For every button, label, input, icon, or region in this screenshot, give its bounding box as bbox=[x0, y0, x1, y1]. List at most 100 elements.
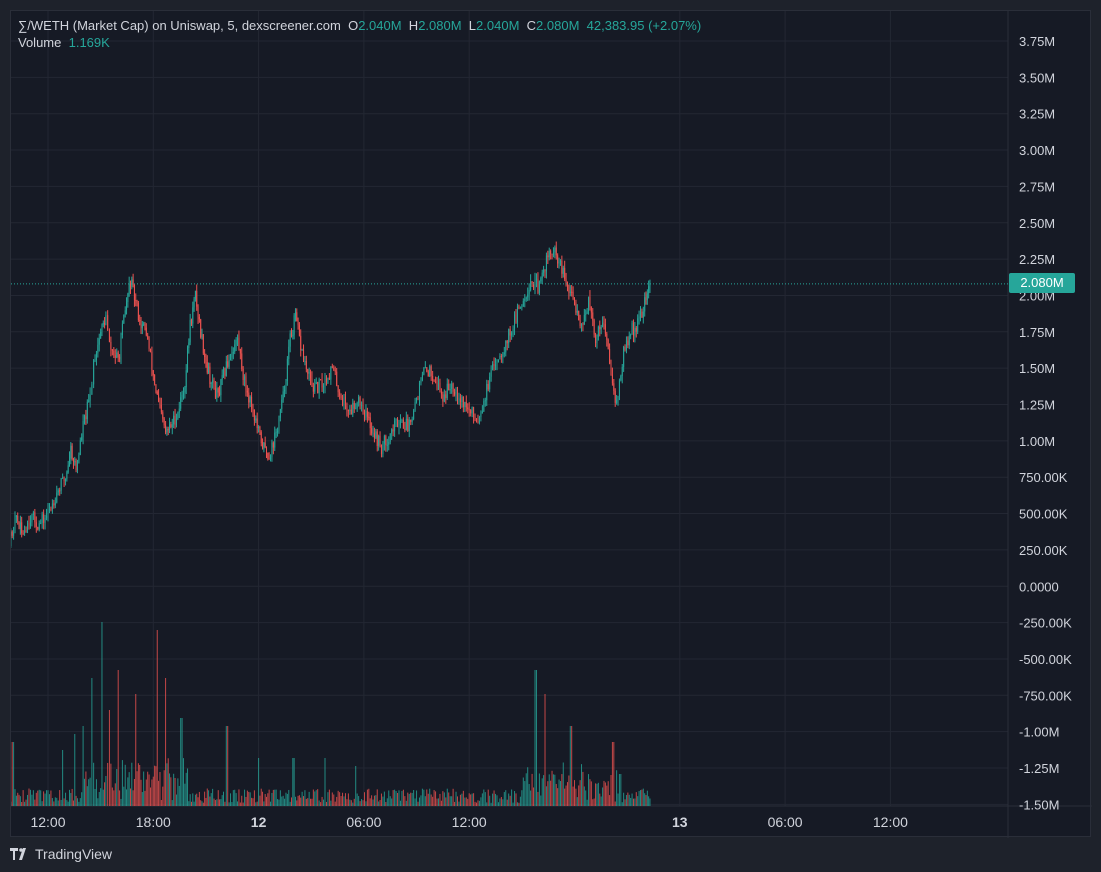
volume-bar bbox=[383, 791, 385, 806]
candle-body bbox=[621, 366, 623, 377]
candle-body bbox=[551, 253, 553, 255]
volume-bar bbox=[232, 790, 234, 806]
volume-bar bbox=[304, 790, 306, 806]
volume-bar bbox=[267, 793, 269, 806]
candle-body bbox=[368, 416, 370, 418]
volume-bar bbox=[333, 794, 335, 806]
volume-bar bbox=[145, 779, 147, 806]
volume-bar bbox=[557, 788, 559, 806]
volume-bar bbox=[325, 801, 327, 806]
volume-bar bbox=[439, 793, 441, 806]
candle-body bbox=[401, 419, 403, 422]
volume-bar bbox=[328, 789, 330, 806]
y-tick-label: 3.25M bbox=[1019, 107, 1055, 122]
volume-bar bbox=[182, 758, 184, 806]
candle-body bbox=[188, 342, 190, 349]
volume-bar bbox=[213, 798, 215, 806]
volume-bar bbox=[465, 797, 467, 806]
candle-body bbox=[432, 375, 434, 381]
candle-body bbox=[511, 332, 513, 336]
volume-bar bbox=[173, 773, 175, 806]
candle-body bbox=[471, 407, 473, 414]
y-tick-label: -1.00M bbox=[1019, 725, 1059, 740]
time-axis[interactable]: 12:00 18:00 12 06:00 12:00 13 06:00 12:00 bbox=[30, 814, 908, 830]
candle-body bbox=[442, 394, 444, 402]
candle-body bbox=[149, 348, 151, 352]
volume-bar bbox=[442, 791, 444, 806]
candle-body bbox=[417, 397, 419, 400]
volume-bar bbox=[471, 793, 473, 806]
volume-bar bbox=[496, 795, 498, 806]
volume-bar bbox=[550, 780, 552, 806]
volume-bar bbox=[552, 774, 554, 806]
volume-bar bbox=[225, 726, 227, 806]
candle-body bbox=[14, 516, 16, 533]
candle-body bbox=[167, 429, 169, 431]
volume-bar bbox=[184, 783, 186, 806]
candle-body bbox=[596, 336, 598, 344]
volume-bar bbox=[89, 777, 91, 806]
candle-body bbox=[154, 375, 156, 385]
volume-bar bbox=[137, 763, 139, 806]
candle-body bbox=[175, 419, 177, 425]
volume-bar bbox=[459, 794, 461, 806]
candle-body bbox=[522, 301, 524, 307]
candle-body bbox=[540, 278, 542, 282]
candle-body bbox=[486, 383, 488, 401]
volume-bar bbox=[169, 773, 171, 806]
candle-body bbox=[325, 378, 327, 384]
candle-body bbox=[407, 418, 409, 431]
candlesticks bbox=[11, 241, 651, 548]
volume-bar bbox=[436, 798, 438, 806]
candle-body bbox=[123, 314, 125, 324]
volume-bar bbox=[188, 801, 190, 806]
candle-body bbox=[271, 442, 273, 458]
tradingview-brand[interactable]: TradingView bbox=[10, 846, 112, 862]
candle-body bbox=[72, 458, 74, 462]
volume-label[interactable]: Volume bbox=[18, 35, 62, 50]
candle-body bbox=[649, 283, 651, 287]
candle-body bbox=[426, 367, 428, 372]
candle-body bbox=[249, 396, 251, 403]
chart-canvas[interactable]: 3.75M3.50M3.25M3.00M2.75M2.50M2.25M2.00M… bbox=[11, 11, 1092, 838]
candle-body bbox=[304, 361, 306, 363]
candle-body bbox=[288, 346, 290, 359]
volume-bar bbox=[178, 785, 180, 806]
candle-body bbox=[481, 411, 483, 414]
volume-bar bbox=[308, 791, 310, 806]
volume-bar bbox=[566, 782, 568, 806]
volume-bar bbox=[180, 718, 182, 806]
volume-bar bbox=[129, 788, 131, 806]
candle-body bbox=[210, 382, 212, 384]
volume-bar bbox=[189, 794, 191, 806]
volume-bar bbox=[190, 801, 192, 806]
volume-bar bbox=[17, 792, 19, 806]
volume-bar bbox=[382, 796, 384, 806]
chart-frame[interactable]: 3.75M 3.50M 3.25M 3.00M 2.75M 2.50M 2.25M 2.00M… bbox=[10, 10, 1092, 838]
candle-body bbox=[277, 430, 279, 432]
volume-bar bbox=[399, 800, 401, 806]
y-tick-label: 1.50M bbox=[1019, 361, 1055, 376]
volume-bar bbox=[565, 785, 567, 806]
volume-bar bbox=[413, 790, 415, 806]
candle-body bbox=[604, 324, 606, 334]
candle-body bbox=[606, 333, 608, 340]
candle-body bbox=[579, 320, 581, 326]
candle-body bbox=[59, 490, 61, 492]
candle-body bbox=[531, 281, 533, 284]
volume-bar bbox=[63, 798, 65, 806]
volume-bar bbox=[212, 788, 214, 806]
symbol-title[interactable]: ∑/WETH (Market Cap) on Uniswap, 5, dexsc… bbox=[18, 18, 341, 33]
candle-body bbox=[178, 408, 180, 413]
volume-bar bbox=[75, 795, 77, 806]
candle-body bbox=[297, 320, 299, 326]
volume-bar bbox=[237, 801, 239, 806]
candle-body bbox=[285, 380, 287, 390]
volume-bar bbox=[275, 789, 277, 806]
candle-body bbox=[467, 407, 469, 410]
volume-bar bbox=[489, 795, 491, 806]
volume-bar bbox=[477, 800, 479, 806]
ohlc-row: ∑/WETH (Market Cap) on Uniswap, 5, dexsc… bbox=[18, 18, 701, 35]
x-tick-label: 18:00 bbox=[136, 814, 171, 830]
price-axis[interactable]: 3.75M3.50M3.25M3.00M2.75M2.50M2.25M2.00M… bbox=[1019, 34, 1072, 812]
